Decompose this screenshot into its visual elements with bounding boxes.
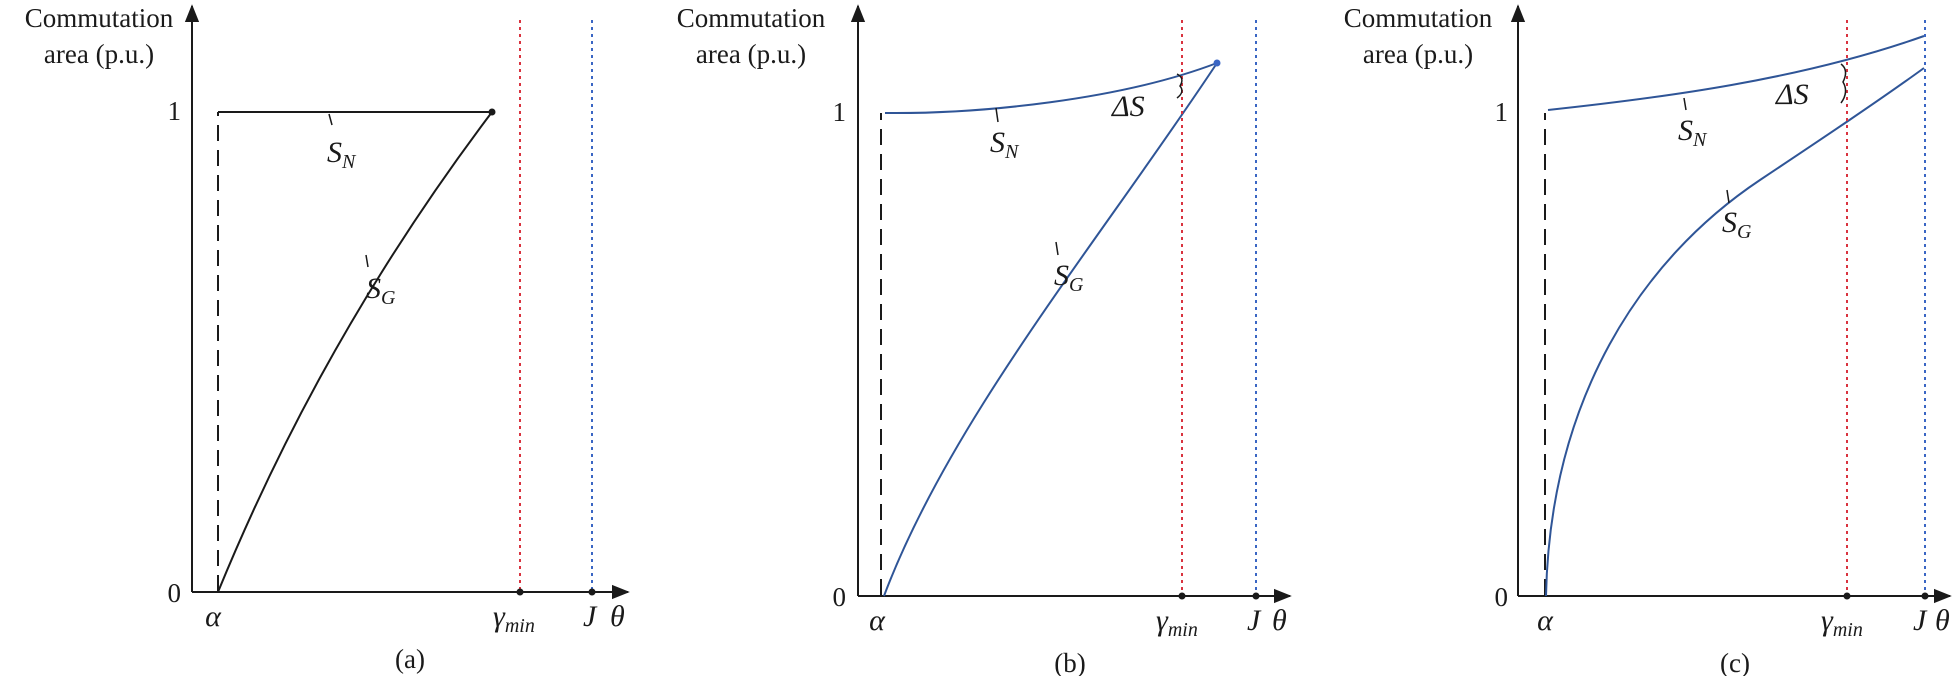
sg-leader: [1055, 241, 1059, 256]
caption-c: (c): [1720, 648, 1750, 676]
gamma-min-tick: [516, 588, 524, 596]
sn-leader: [1683, 97, 1687, 111]
sg-leader: [365, 254, 369, 268]
y-axis-label-line1: Commutation: [1344, 3, 1493, 33]
y-axis-label-line2: area (p.u.): [44, 39, 154, 69]
sn-label: SN: [990, 126, 1020, 163]
y-tick-1: 1: [1495, 97, 1509, 127]
curve-endpoint: [1213, 59, 1221, 67]
delta-s-brace: [1176, 73, 1183, 99]
sg-leader: [1726, 189, 1730, 204]
gamma-min-label: γmin: [1821, 604, 1863, 641]
curve-endpoint: [488, 108, 496, 116]
sg-label: SG: [1054, 259, 1084, 296]
gamma-min-label: γmin: [493, 600, 535, 637]
y-axis-label-line2: area (p.u.): [696, 39, 806, 69]
sn-label: SN: [327, 136, 357, 173]
y-tick-1: 1: [168, 96, 182, 126]
y-axis-label-line1: Commutation: [677, 3, 826, 33]
sn-leader: [328, 113, 333, 126]
delta-s-label: ΔS: [1111, 90, 1145, 123]
y-tick-0: 0: [168, 578, 182, 608]
sn-curve: [1547, 35, 1925, 111]
j-label: J: [583, 600, 598, 633]
j-tick: [1921, 592, 1929, 600]
panel-a: Commutation area (p.u.) 1 0 SN SG α γmin…: [25, 3, 630, 674]
y-tick-0: 0: [1495, 582, 1509, 612]
alpha-label: α: [1537, 604, 1554, 637]
y-axis-label-line1: Commutation: [25, 3, 174, 33]
delta-s-label: ΔS: [1775, 78, 1809, 111]
sg-curve: [883, 62, 1218, 597]
sn-label: SN: [1678, 114, 1708, 151]
sg-curve: [1545, 67, 1925, 597]
theta-label: θ: [1935, 604, 1950, 637]
panel-b: Commutation area (p.u.) 1 0 ΔS SN SG α γ…: [677, 3, 1292, 676]
caption-b: (b): [1054, 648, 1085, 676]
sg-curve: [217, 111, 493, 593]
j-tick: [588, 588, 596, 596]
theta-label: θ: [610, 600, 625, 633]
j-tick: [1252, 592, 1260, 600]
y-axis-label-line2: area (p.u.): [1363, 39, 1473, 69]
j-label: J: [1913, 604, 1928, 637]
sn-leader: [995, 107, 999, 123]
panel-c: Commutation area (p.u.) 1 0 ΔS SN SG α γ…: [1344, 3, 1952, 676]
alpha-label: α: [869, 604, 886, 637]
alpha-label: α: [205, 600, 222, 633]
y-tick-1: 1: [833, 97, 847, 127]
sn-curve: [884, 62, 1218, 115]
gamma-min-tick: [1178, 592, 1186, 600]
gamma-min-label: γmin: [1156, 604, 1198, 641]
j-label: J: [1247, 604, 1262, 637]
delta-s-brace: [1840, 63, 1847, 104]
gamma-min-tick: [1843, 592, 1851, 600]
caption-a: (a): [395, 644, 425, 674]
theta-label: θ: [1272, 604, 1287, 637]
y-tick-0: 0: [833, 582, 847, 612]
sg-label: SG: [1722, 206, 1752, 243]
sg-label: SG: [366, 272, 396, 309]
